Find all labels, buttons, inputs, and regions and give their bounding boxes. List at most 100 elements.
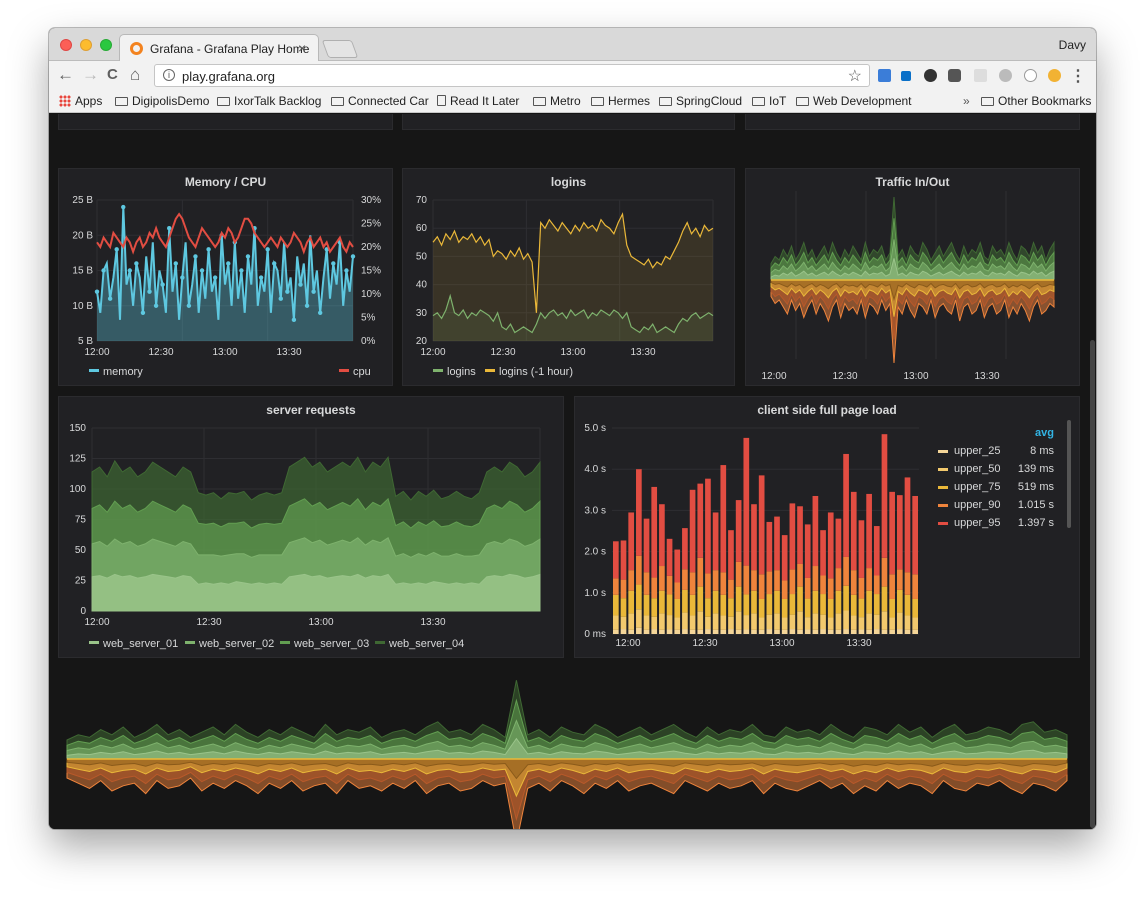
legend-row-upper-25[interactable]: upper_25 8 ms (932, 443, 1072, 461)
panel-traffic[interactable]: Traffic In/Out 12:00 12:30 13:00 13:30 (745, 168, 1080, 386)
tab-close-icon[interactable]: × (298, 40, 307, 56)
home-icon[interactable]: ⌂ (130, 65, 141, 84)
bar-upper_50 (705, 616, 711, 630)
bookmark-connected-car[interactable]: Connected Car (331, 94, 429, 108)
bookmark-label: IoT (769, 94, 787, 108)
tab-grafana[interactable]: Grafana - Grafana Play Home × (119, 34, 319, 62)
avg-column-header[interactable]: avg (1035, 427, 1054, 439)
bookmark-metro[interactable]: Metro (533, 94, 581, 108)
legend-logins[interactable]: logins (433, 366, 476, 378)
legend-web-server-02[interactable]: web_server_02 (185, 638, 274, 650)
bar-upper_95 (812, 495, 819, 567)
memory-cpu-chart: 5 B 10 B 15 B 20 B 25 B 0% 5% 10% 15% 20% 25% 30% 12… (72, 195, 381, 358)
bookmark-springcloud[interactable]: SpringCloud (659, 94, 742, 108)
maximize-window-button[interactable] (100, 39, 112, 51)
legend-web-server-03[interactable]: web_server_03 (280, 638, 369, 650)
bottom-traffic-in-layer (66, 680, 1068, 760)
profile-name[interactable]: Davy (1058, 38, 1086, 52)
bar-upper_90 (797, 563, 803, 587)
bottom-traffic-in-layer (66, 737, 1068, 760)
bar-upper_75 (697, 586, 704, 612)
bar-upper_25 (843, 629, 849, 634)
bar-upper_90 (689, 572, 696, 595)
memory-point (193, 254, 198, 259)
legend-row-upper-75[interactable]: upper_75 519 ms (932, 479, 1072, 497)
pocket-icon[interactable] (948, 69, 961, 82)
bookmark-digipolisdemo[interactable]: DigipolisDemo (115, 94, 209, 108)
extension-2-icon[interactable] (901, 71, 911, 81)
url-text[interactable]: play.grafana.org (182, 69, 275, 84)
traffic-out-layer (770, 279, 1055, 302)
extension-5-icon[interactable] (974, 69, 987, 82)
legend-scrollbar[interactable] (1067, 420, 1071, 528)
bar-upper_90 (659, 566, 665, 591)
legend-row-upper-95[interactable]: upper_95 1.397 s (932, 515, 1072, 533)
memory-point (258, 275, 264, 280)
folder-icon (796, 97, 809, 106)
bar-upper_95 (873, 526, 880, 576)
bar-upper_25 (835, 629, 842, 634)
folder-icon (115, 97, 128, 106)
legend-swatch (938, 450, 948, 453)
logins-prev-area (433, 214, 713, 341)
bookmark-star-icon[interactable]: ☆ (847, 68, 862, 85)
memory-point (206, 247, 211, 252)
forward-icon[interactable]: → (82, 65, 99, 84)
menu-icon[interactable]: ⋮ (1070, 68, 1086, 85)
extension-7-icon[interactable] (1024, 69, 1037, 82)
panel-cutoff-3 (745, 114, 1080, 130)
panel-logins[interactable]: logins 20 30 40 50 60 70 12:00 12:30 13:00 13:30 … (402, 168, 735, 386)
bar-upper_25 (758, 629, 765, 634)
reload-icon[interactable]: C (107, 66, 118, 83)
bar-upper_25 (781, 629, 788, 634)
legend-web-server-04[interactable]: web_server_04 (375, 638, 464, 650)
bar-upper_50 (728, 616, 734, 630)
legend-swatch (938, 468, 948, 471)
legend-row-upper-90[interactable]: upper_90 1.015 s (932, 497, 1072, 515)
y-tick-label: 50 (416, 251, 428, 262)
panel-memory-cpu[interactable]: Memory / CPU 5 B 10 B 15 B 20 B 25 B 0% 5% 10% 1… (58, 168, 393, 386)
y-tick-label: 0 ms (584, 629, 606, 640)
bar-upper_95 (643, 518, 650, 573)
bookmark-web-development[interactable]: Web Development (796, 94, 912, 108)
back-icon[interactable]: ← (57, 65, 74, 84)
page-scrollbar[interactable] (1090, 340, 1095, 828)
bar-upper_75 (912, 598, 918, 618)
bookmark-hermes[interactable]: Hermes (591, 94, 650, 108)
bar-upper_50 (781, 617, 788, 630)
cookie-icon[interactable] (1048, 69, 1061, 82)
bar-upper_95 (620, 540, 627, 580)
panel-server-requests[interactable]: server requests 0 25 50 75 100 125 150 12:00 12:… (58, 396, 564, 658)
extension-6-icon[interactable] (999, 69, 1012, 82)
legend-value: 519 ms (1017, 481, 1054, 493)
bar-upper_95 (758, 475, 765, 575)
legend-cpu[interactable]: cpu (339, 366, 371, 378)
close-window-button[interactable] (60, 39, 72, 51)
y-tick-label: 0 (80, 606, 86, 617)
panel-title: Memory / CPU (184, 175, 267, 189)
legend-logins-prev[interactable]: logins (-1 hour) (485, 366, 573, 378)
bookmarks-overflow-icon[interactable]: » (963, 94, 970, 108)
info-icon[interactable]: i (163, 69, 175, 81)
panel-page-load[interactable]: client side full page load 0 ms 1.0 s 2.0 … (574, 396, 1080, 658)
new-tab-button[interactable] (321, 40, 359, 58)
legend-row-upper-50[interactable]: upper_50 139 ms (932, 461, 1072, 479)
legend-label: web_server_02 (199, 638, 275, 650)
legend-swatch (938, 522, 948, 525)
bookmark-iot[interactable]: IoT (752, 94, 786, 108)
bookmark-read-it-later[interactable]: Read It Later (437, 94, 519, 108)
bar-upper_75 (705, 598, 711, 617)
bookmark-other-bookmarks[interactable]: Other Bookmarks (981, 94, 1091, 108)
extension-3-icon[interactable] (924, 69, 937, 82)
legend-memory[interactable]: memory (89, 366, 143, 378)
legend-web-server-01[interactable]: web_server_01 (89, 638, 178, 650)
address-bar[interactable]: i play.grafana.org ☆ (154, 64, 870, 87)
minimize-window-button[interactable] (80, 39, 92, 51)
bar-upper_25 (751, 629, 757, 634)
memory-point (311, 289, 316, 294)
bookmark-apps[interactable]: Apps (59, 94, 102, 108)
extension-1-icon[interactable] (878, 69, 891, 82)
bookmark-ixortalk-backlog[interactable]: IxorTalk Backlog (217, 94, 321, 108)
bar-upper_95 (850, 491, 857, 571)
bar-upper_90 (712, 570, 719, 591)
